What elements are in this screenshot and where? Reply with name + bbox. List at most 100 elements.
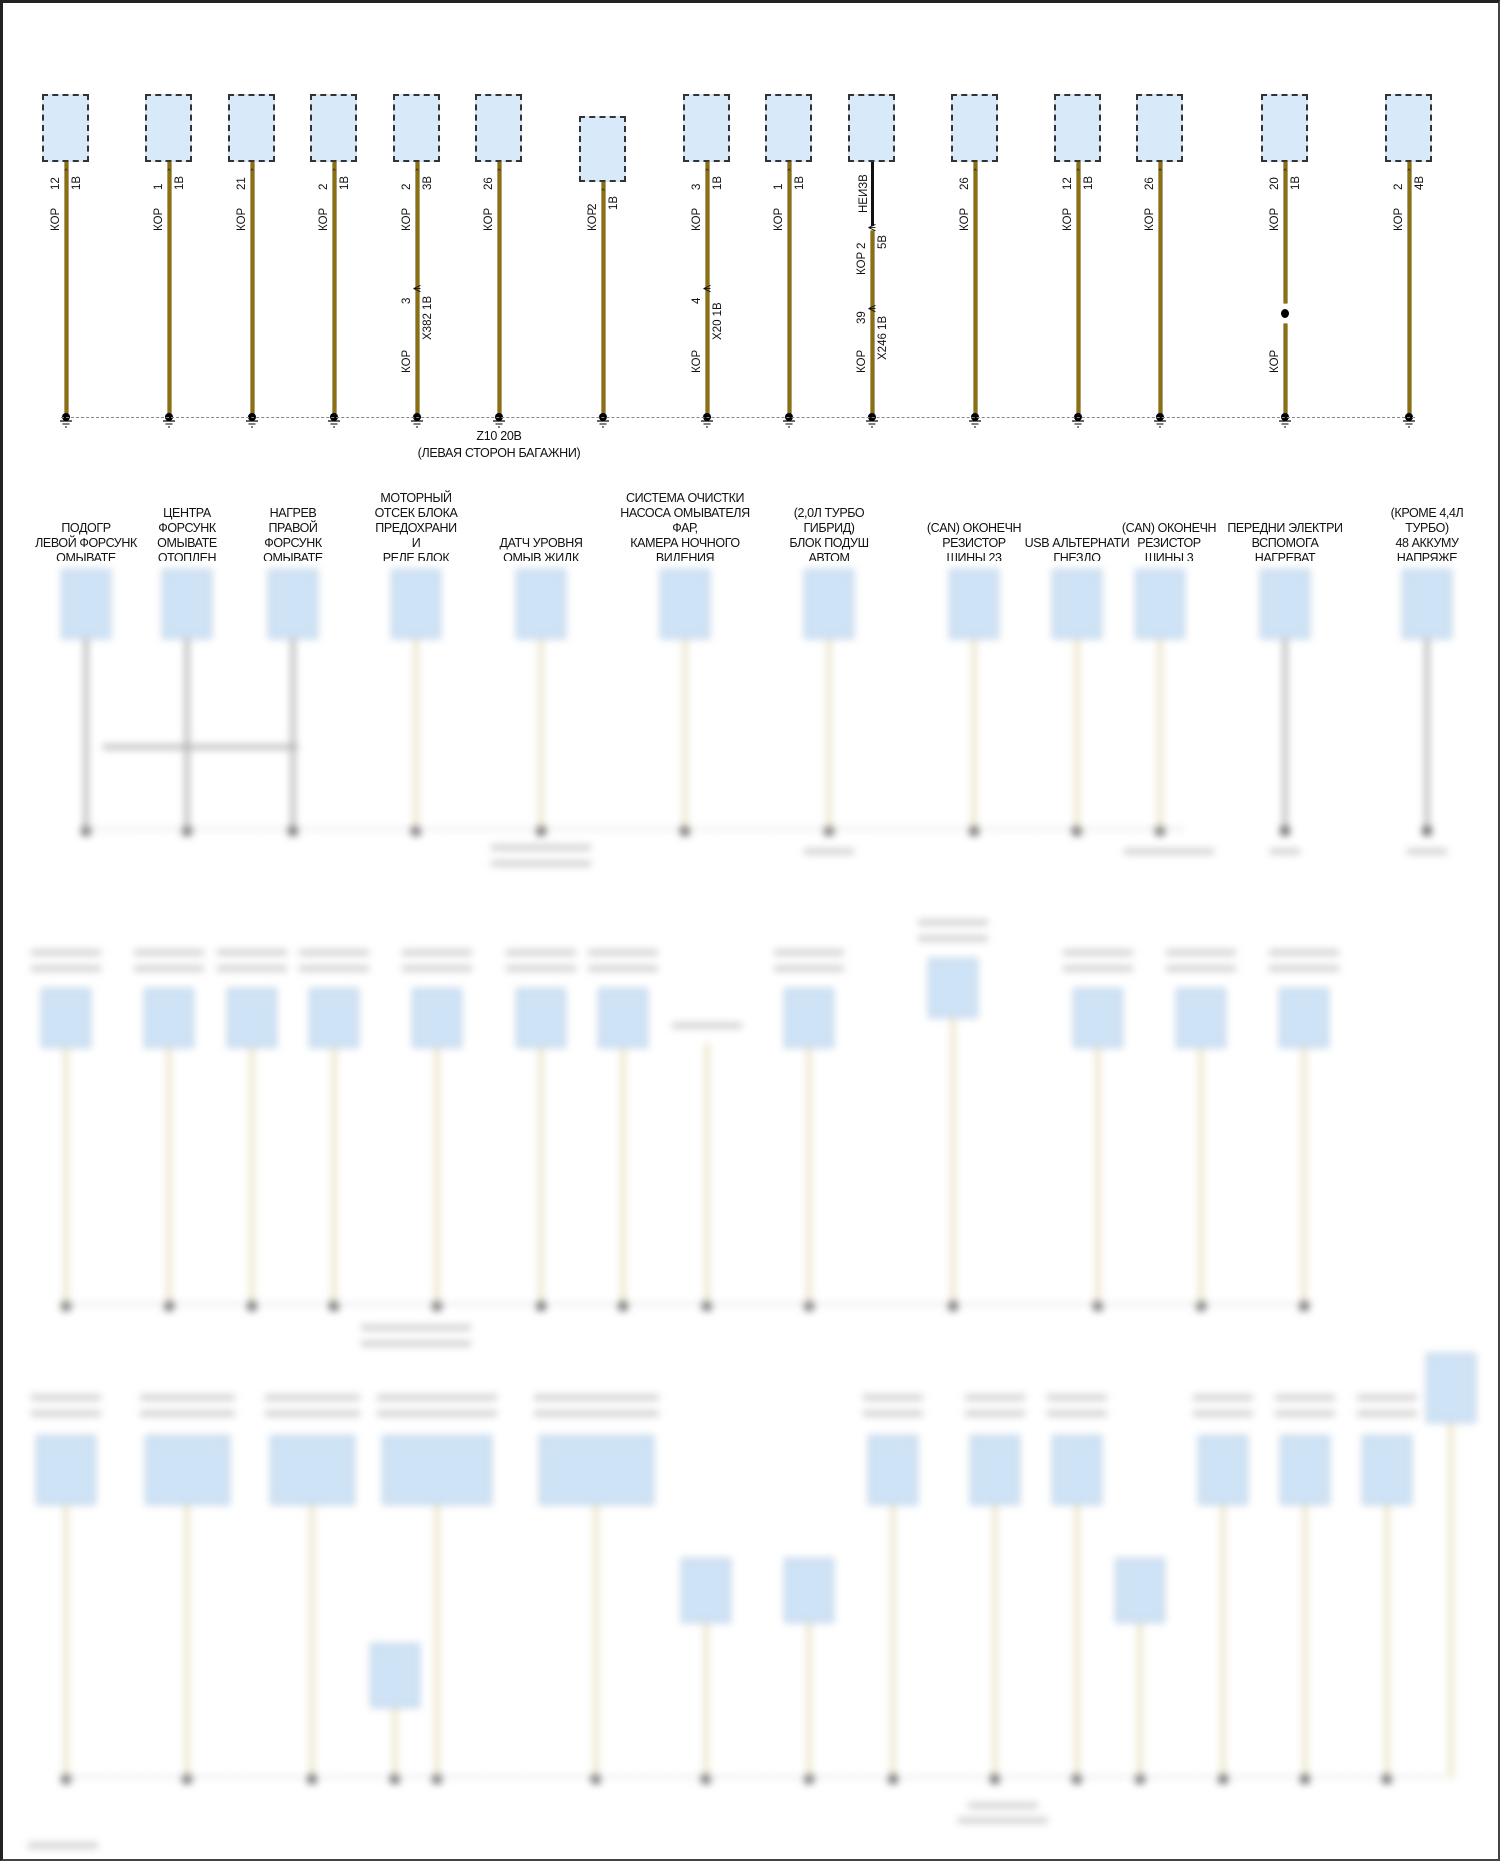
blurred-wire bbox=[1302, 1048, 1306, 1306]
blurred-wire bbox=[621, 1048, 625, 1306]
blurred-wire bbox=[539, 1048, 543, 1306]
blurred-component-box bbox=[1073, 988, 1123, 1048]
blurred-component-box bbox=[1260, 569, 1310, 639]
blurred-ground-icon bbox=[824, 826, 834, 836]
blurred-text bbox=[1063, 966, 1133, 971]
blurred-text bbox=[774, 950, 844, 955]
blurred-text bbox=[1047, 1395, 1107, 1400]
blurred-text bbox=[918, 920, 988, 925]
connector-icon: ‸ bbox=[1407, 159, 1411, 171]
blurred-text bbox=[804, 849, 854, 854]
blurred-component-box bbox=[1402, 569, 1452, 639]
label-line: ОТСЕК БЛОКА bbox=[374, 506, 458, 520]
wire-color-label: КОР bbox=[959, 207, 971, 231]
blurred-ground-icon bbox=[591, 1774, 601, 1784]
ground-icon bbox=[327, 412, 341, 428]
blurred-wire bbox=[332, 1048, 336, 1306]
wire-kor bbox=[973, 162, 977, 417]
ground-icon bbox=[59, 412, 73, 428]
blurred-wire bbox=[1075, 1505, 1079, 1779]
blurred-text bbox=[533, 1395, 659, 1400]
blurred-text bbox=[361, 1325, 471, 1330]
wire-kor bbox=[705, 162, 709, 417]
blurred-component-box bbox=[1279, 988, 1329, 1048]
connector-id: 5В bbox=[877, 234, 889, 249]
label-line: (2,0Л ТУРБО bbox=[793, 506, 865, 520]
blurred-text bbox=[1270, 849, 1300, 854]
connector-id: 4В bbox=[1414, 175, 1426, 190]
blurred-wire bbox=[1425, 639, 1429, 831]
ground-icon bbox=[410, 412, 424, 428]
blurred-ground-icon bbox=[680, 826, 690, 836]
blurred-component-box bbox=[868, 1435, 918, 1505]
pin-number: 12 bbox=[50, 177, 62, 190]
blurred-component-box bbox=[1198, 1435, 1248, 1505]
component-box bbox=[848, 94, 895, 162]
label-line: ВСПОМОГА bbox=[1251, 536, 1319, 550]
blurred-text bbox=[1275, 1411, 1335, 1416]
blurred-component-box bbox=[784, 1558, 834, 1623]
wire-kor bbox=[601, 182, 605, 417]
label-line: РЕЗИСТОР bbox=[942, 536, 1006, 550]
pin-number: 12 bbox=[1062, 177, 1074, 190]
blurred-wire bbox=[1385, 1505, 1389, 1779]
ground-bus-line bbox=[61, 417, 1415, 418]
blurred-wire bbox=[827, 639, 831, 831]
connector-icon: ‸ bbox=[167, 159, 171, 171]
label-line: ПРЕДОХРАНИ bbox=[375, 521, 457, 535]
component-box bbox=[228, 94, 275, 162]
blurred-wire bbox=[683, 639, 687, 831]
blurred-text bbox=[965, 1395, 1025, 1400]
connector-id: 1В bbox=[608, 195, 620, 210]
connector-id: 1В bbox=[712, 175, 724, 190]
blurred-component-box bbox=[309, 988, 359, 1048]
component-box bbox=[393, 94, 440, 162]
blurred-text bbox=[134, 966, 204, 971]
blurred-text bbox=[506, 966, 576, 971]
label-line: ГИБРИД) bbox=[803, 521, 855, 535]
label-line: НАСОСА ОМЫВАТЕЛЯ bbox=[620, 506, 750, 520]
blurred-wire bbox=[291, 639, 295, 831]
blurred-text bbox=[402, 950, 472, 955]
blurred-wire bbox=[250, 1048, 254, 1306]
blurred-text bbox=[1269, 950, 1339, 955]
wire-kor bbox=[1283, 162, 1287, 303]
wire-color-label: КОР bbox=[856, 349, 868, 373]
ground-icon bbox=[1278, 412, 1292, 428]
connector-icon: ‸ bbox=[497, 159, 501, 171]
blurred-text bbox=[918, 936, 988, 941]
connector-icon: ‸ bbox=[1076, 159, 1080, 171]
blurred-wire bbox=[1303, 1505, 1307, 1779]
label-line: МОТОРНЫЙ bbox=[380, 491, 452, 505]
blurred-wire bbox=[435, 1505, 439, 1779]
pin-number: 26 bbox=[483, 177, 495, 190]
blurred-text bbox=[217, 966, 287, 971]
connector-icon: ‸ bbox=[787, 159, 791, 171]
blurred-wire bbox=[972, 639, 976, 831]
blurred-wire bbox=[1075, 639, 1079, 831]
ground-icon bbox=[492, 412, 506, 428]
wire-color-label: КОР bbox=[1269, 349, 1281, 373]
wire-kor bbox=[250, 162, 254, 417]
blurred-ground-icon bbox=[164, 1301, 174, 1311]
blurred-text bbox=[377, 1411, 497, 1416]
blurred-text bbox=[217, 950, 287, 955]
blurred-wire bbox=[185, 1505, 189, 1779]
blurred-component-box bbox=[681, 1558, 731, 1623]
label-line: БЛОК ПОДУШ bbox=[789, 536, 869, 550]
wire-color-label: КОР bbox=[856, 251, 868, 275]
wire-kor bbox=[332, 162, 336, 417]
ground-name: Z10 20B bbox=[476, 429, 522, 443]
blurred-text bbox=[958, 1818, 1048, 1823]
blurred-text bbox=[31, 950, 101, 955]
label-line: ФОРСУНК bbox=[158, 521, 216, 535]
connector-id: 1В bbox=[339, 175, 351, 190]
blurred-text bbox=[31, 966, 101, 971]
connector-icon: ‸ bbox=[601, 179, 605, 191]
connector-icon: ‸ bbox=[415, 159, 419, 171]
blurred-wire bbox=[807, 1623, 811, 1779]
pin-number: 21 bbox=[236, 177, 248, 190]
blurred-component-box bbox=[1052, 1435, 1102, 1505]
blurred-text bbox=[264, 1395, 360, 1400]
pin-number: 26 bbox=[959, 177, 971, 190]
